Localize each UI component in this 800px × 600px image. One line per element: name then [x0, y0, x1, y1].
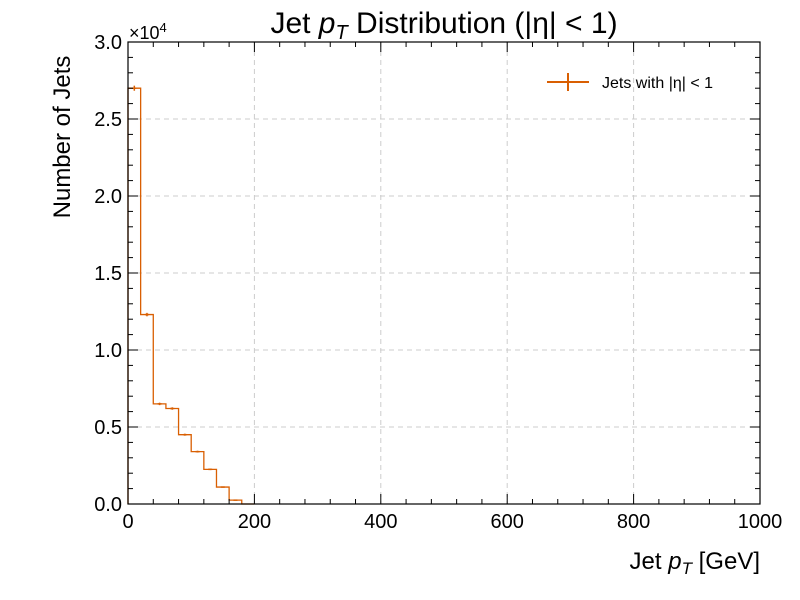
histogram-series: [127, 85, 255, 505]
y-tick-label: 3.0: [94, 32, 122, 54]
y-tick-label: 0.5: [94, 417, 122, 439]
legend: Jets with |η| < 1: [547, 73, 713, 92]
chart-title: Jet pT Distribution (|η| < 1): [270, 7, 617, 44]
y-tick-label: 2.5: [94, 109, 122, 131]
x-tick-label: 800: [617, 511, 650, 533]
y-tick-label: 1.5: [94, 263, 122, 285]
x-tick-label: 200: [238, 511, 271, 533]
x-tick-label: 400: [364, 511, 397, 533]
axis-ticks: 0 200 400 600 800 1000 0.0 0.5 1.0 1.5 2.0 2.5 3.0: [94, 32, 782, 533]
x-tick-label: 0: [122, 511, 133, 533]
y-multiplier: ×104: [129, 20, 167, 43]
y-tick-label: 2.0: [94, 186, 122, 208]
legend-label: Jets with |η| < 1: [602, 75, 713, 92]
y-axis-label: Number of Jets: [49, 56, 76, 219]
grid: [128, 42, 760, 504]
plot-frame: [127, 41, 761, 505]
y-tick-label: 0.0: [94, 494, 122, 516]
x-tick-label: 600: [491, 511, 524, 533]
y-tick-label: 1.0: [94, 340, 122, 362]
histogram-step-line: [127, 87, 255, 505]
x-axis-label: Jet pT [GeV]: [630, 548, 760, 578]
x-tick-label: 1000: [738, 511, 783, 533]
